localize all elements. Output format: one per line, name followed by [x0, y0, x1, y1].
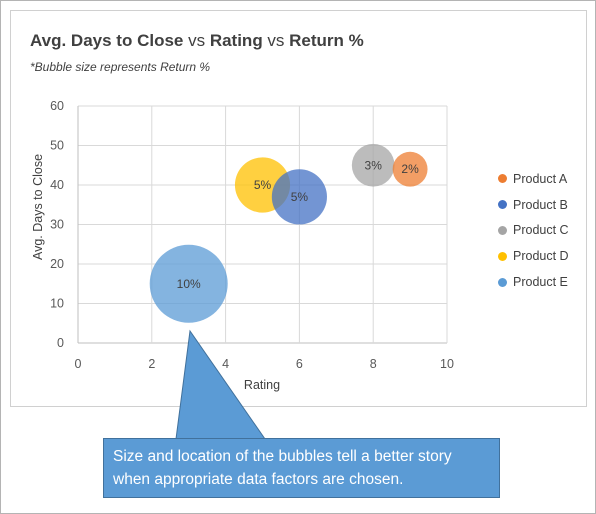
bubble-product-b[interactable] [271, 169, 327, 225]
legend-item[interactable]: Product E [498, 269, 569, 295]
legend: Product A Product B Product C Product D Prod… [498, 166, 569, 295]
legend-label: Product B [513, 197, 568, 212]
legend-item[interactable]: Product A [498, 166, 569, 192]
bubble-data-label: 5% [254, 178, 272, 192]
bubble-data-label: 2% [401, 162, 419, 176]
tick-labels: 0 10 20 30 40 50 60 0 2 4 6 8 10 [50, 99, 454, 371]
legend-label: Product C [513, 223, 569, 238]
x-tick-label: 4 [222, 357, 229, 371]
x-tick-label: 6 [296, 357, 303, 371]
x-axis-label: Rating [244, 378, 280, 392]
y-axis-label: Avg. Days to Close [31, 154, 45, 260]
title-part-3: Rating [209, 31, 263, 50]
gridlines [77, 105, 448, 344]
legend-swatch-icon [498, 277, 507, 287]
bubble-data-label: 10% [177, 277, 201, 291]
bubble-product-a[interactable] [392, 151, 428, 187]
title-part-2: vs [183, 31, 210, 50]
legend-swatch-icon [498, 174, 507, 184]
y-tick-label: 20 [50, 257, 64, 271]
legend-swatch-icon [498, 200, 507, 210]
x-tick-label: 2 [148, 357, 155, 371]
bubble-data-label: 5% [291, 190, 309, 204]
legend-swatch-icon [498, 225, 507, 235]
chart-title: Avg. Days to Close vs Rating vs Return % [30, 31, 364, 51]
y-tick-label: 0 [57, 336, 64, 350]
bubble-data-label: 3% [365, 158, 383, 172]
callout-line-1: Size and location of the bubbles tell a … [113, 448, 452, 465]
title-part-5: Return % [289, 31, 364, 50]
bubbles: 10% 3% 2% 5% 5% [149, 143, 428, 323]
title-part-1: Avg. Days to Close [30, 31, 184, 50]
y-tick-label: 30 [50, 218, 64, 232]
x-tick-label: 8 [370, 357, 377, 371]
x-tick-label: 10 [440, 357, 454, 371]
y-tick-label: 50 [50, 139, 64, 153]
y-tick-label: 40 [50, 178, 64, 192]
y-tick-label: 10 [50, 297, 64, 311]
legend-swatch-icon [498, 251, 507, 261]
bubble-product-e[interactable] [149, 244, 228, 323]
legend-label: Product E [513, 275, 568, 290]
callout-line-2: when appropriate data factors are chosen… [113, 471, 404, 488]
legend-label: Product A [513, 171, 568, 186]
chart-subtitle: *Bubble size represents Return % [30, 60, 211, 74]
legend-label: Product D [513, 249, 569, 264]
legend-item[interactable]: Product D [498, 243, 569, 269]
legend-item[interactable]: Product B [498, 192, 569, 218]
x-tick-label: 0 [75, 357, 82, 371]
callout-box: Size and location of the bubbles tell a … [103, 438, 500, 498]
y-tick-label: 60 [50, 99, 64, 113]
legend-item[interactable]: Product C [498, 218, 569, 244]
bubble-product-c[interactable] [351, 143, 395, 187]
title-part-4: vs [262, 31, 290, 50]
